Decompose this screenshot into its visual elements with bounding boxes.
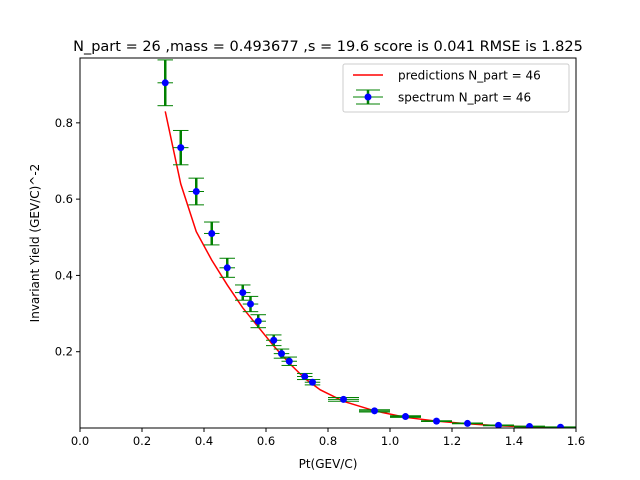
legend-label-predictions: predictions N_part = 46 xyxy=(398,69,541,83)
x-tick-label: 1.6 xyxy=(567,434,585,448)
x-tick-label: 0.8 xyxy=(319,434,337,448)
data-point-marker xyxy=(278,350,285,358)
y-tick-label: 0.2 xyxy=(55,345,73,359)
data-point-marker xyxy=(223,264,231,272)
spectrum-point xyxy=(421,417,452,425)
spectrum-point xyxy=(328,395,359,403)
data-point-marker xyxy=(495,421,502,428)
spectrum-point xyxy=(514,422,545,428)
y-axis-label: Invariant Yield (GEV/C)^-2 xyxy=(28,164,42,323)
legend-box xyxy=(342,63,570,113)
x-tick-label: 1.2 xyxy=(443,434,461,448)
data-point-marker xyxy=(285,357,293,365)
x-tick-label: 0.0 xyxy=(71,434,89,448)
data-point-marker xyxy=(301,373,309,381)
spectrum-point xyxy=(250,314,266,329)
spectrum-point xyxy=(281,356,297,366)
data-point-marker xyxy=(557,423,564,428)
data-point-marker xyxy=(402,413,409,421)
spectrum-point xyxy=(304,378,321,386)
legend-label-spectrum: spectrum N_part = 46 xyxy=(398,91,531,105)
spectrum-point xyxy=(188,177,204,206)
chart-title: N_part = 26 ,mass = 0.493677 ,s = 19.6 s… xyxy=(73,39,583,55)
data-point-marker xyxy=(192,188,200,196)
spectrum-point xyxy=(242,295,259,313)
data-point-marker xyxy=(161,79,169,87)
data-point-marker xyxy=(177,144,185,152)
spectrum-point xyxy=(452,419,483,427)
x-tick-label: 1.0 xyxy=(381,434,399,448)
y-tick-label: 0.8 xyxy=(55,116,73,130)
data-point-marker xyxy=(433,417,440,425)
data-point-marker xyxy=(340,395,347,403)
spectrum-point xyxy=(359,407,390,415)
data-point-marker xyxy=(464,419,471,427)
x-tick-label: 0.4 xyxy=(195,434,213,448)
data-point-marker xyxy=(371,407,378,415)
data-point-marker xyxy=(254,317,262,325)
legend: predictions N_part = 46 spectrum N_part … xyxy=(342,63,570,113)
spectrum-point xyxy=(157,59,173,107)
y-tick-label: 0.4 xyxy=(55,268,73,282)
spectrum-point xyxy=(235,284,251,301)
legend-errorbar-swatch xyxy=(353,89,383,105)
x-tick-label: 0.6 xyxy=(257,434,275,448)
x-tick-label: 0.2 xyxy=(133,434,151,448)
spectrum-point xyxy=(219,257,235,278)
data-point-marker xyxy=(247,300,254,308)
spectrum-point xyxy=(483,421,514,428)
spectrum-point xyxy=(266,334,282,347)
spectrum-point xyxy=(173,129,189,166)
x-axis-label: Pt(GEV/C) xyxy=(299,457,358,471)
x-tick-label: 1.4 xyxy=(505,434,523,448)
data-point-marker xyxy=(526,422,533,428)
x-axis: 0.0 0.2 0.4 0.6 0.8 1.0 1.2 1.4 1.6 xyxy=(71,428,585,448)
spectrum-point xyxy=(390,413,421,421)
data-point-marker xyxy=(208,229,216,237)
data-point-marker xyxy=(239,289,247,297)
data-point-marker xyxy=(270,336,278,344)
plot-area xyxy=(157,59,576,428)
y-axis: 0.2 0.4 0.6 0.8 xyxy=(55,116,80,359)
spectrum-point xyxy=(204,221,220,246)
y-tick-label: 0.6 xyxy=(55,192,73,206)
data-point-marker xyxy=(309,378,316,386)
